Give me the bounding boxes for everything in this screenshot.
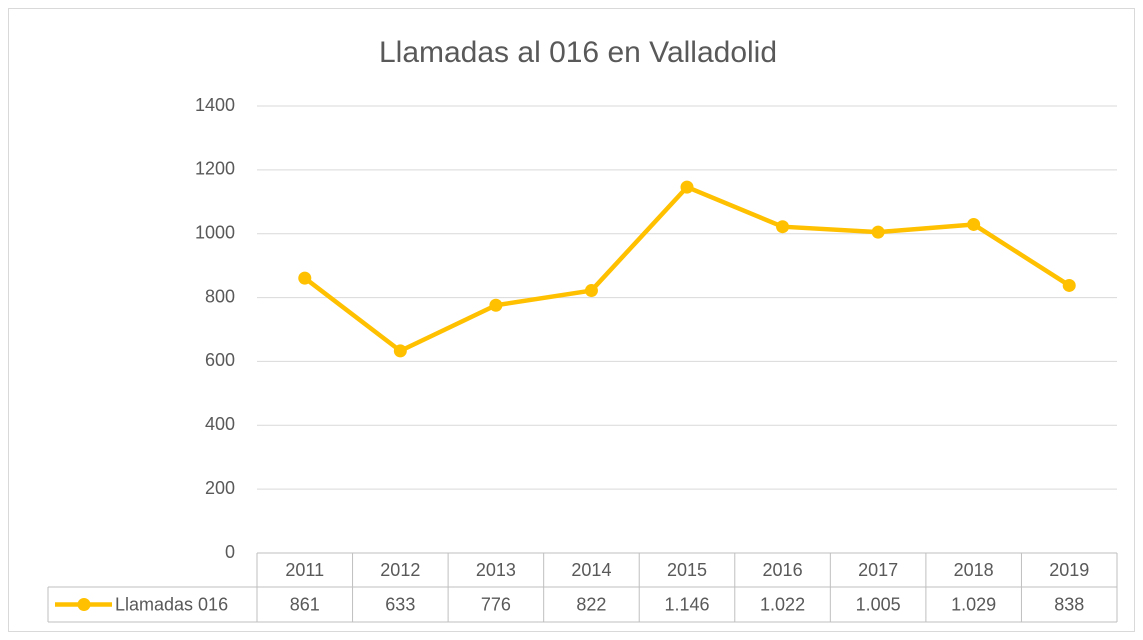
legend-marker (77, 598, 91, 611)
y-tick-label: 600 (205, 350, 235, 370)
marker (393, 344, 407, 358)
x-tick-label: 2017 (858, 560, 898, 580)
x-tick-label: 2018 (954, 560, 994, 580)
legend-label: Llamadas 016 (115, 594, 228, 614)
x-tick-label: 2011 (285, 560, 324, 580)
table-value: 1.022 (760, 594, 805, 614)
table-value: 633 (385, 594, 415, 614)
marker (776, 220, 790, 234)
y-tick-label: 400 (205, 414, 235, 434)
y-tick-label: 1400 (195, 95, 235, 115)
table-value: 822 (576, 594, 606, 614)
marker (680, 180, 694, 194)
table-value: 861 (290, 594, 320, 614)
table-value: 1.146 (664, 594, 709, 614)
chart-border (8, 8, 1135, 632)
y-tick-label: 800 (205, 286, 235, 306)
marker (871, 225, 885, 239)
x-tick-label: 2016 (763, 560, 803, 580)
x-tick-label: 2012 (380, 560, 420, 580)
x-tick-label: 2019 (1049, 560, 1089, 580)
marker (489, 298, 503, 312)
x-tick-label: 2015 (667, 560, 707, 580)
chart-title: Llamadas al 016 en Valladolid (379, 36, 777, 69)
y-tick-label: 1200 (195, 159, 235, 179)
y-tick-label: 1000 (195, 222, 235, 242)
y-tick-label: 0 (225, 542, 235, 562)
x-tick-label: 2013 (476, 560, 516, 580)
x-tick-label: 2014 (571, 560, 611, 580)
marker (1062, 278, 1076, 292)
marker (298, 271, 312, 285)
table-value: 838 (1054, 594, 1084, 614)
marker (584, 284, 598, 298)
marker (967, 217, 981, 231)
table-value: 1.005 (856, 594, 901, 614)
y-tick-label: 200 (205, 478, 235, 498)
table-value: 1.029 (951, 594, 996, 614)
table-value: 776 (481, 594, 511, 614)
